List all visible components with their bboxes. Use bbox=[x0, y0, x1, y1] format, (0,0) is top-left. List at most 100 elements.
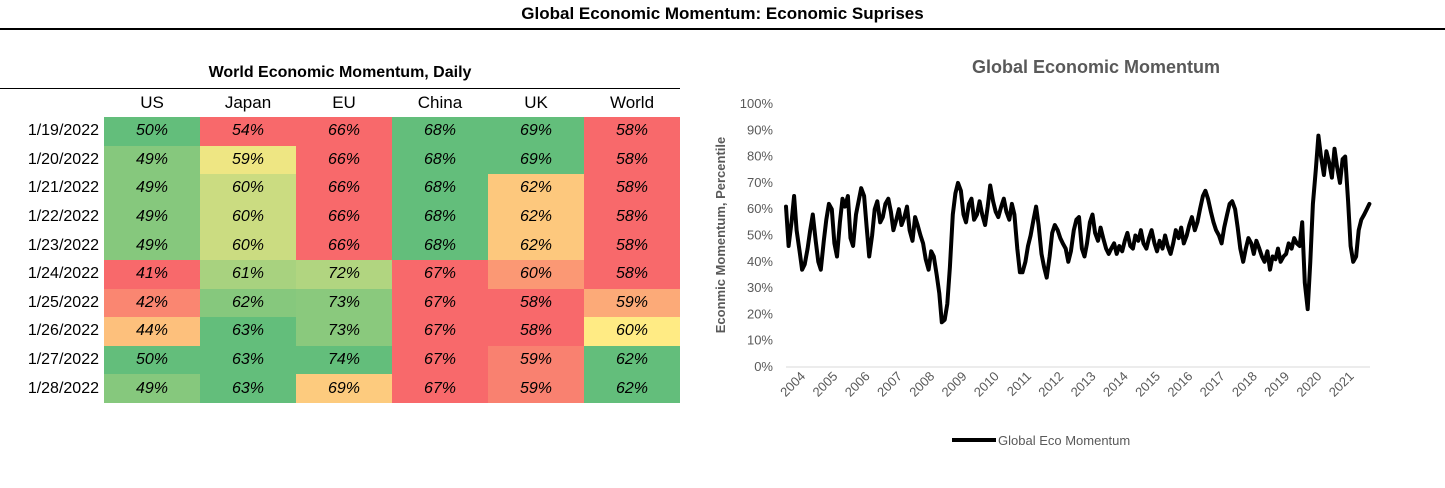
x-tick-label: 2004 bbox=[777, 369, 808, 400]
heatmap-cell-china: 68% bbox=[392, 174, 488, 203]
heatmap-cell-world: 58% bbox=[584, 145, 680, 175]
table-row: 1/23/2022 49% 60% 66% 68% 62% 58% bbox=[0, 231, 680, 260]
row-date: 1/28/2022 bbox=[27, 379, 99, 397]
row-date: 1/20/2022 bbox=[27, 150, 99, 168]
x-tick-label: 2015 bbox=[1132, 369, 1163, 400]
heatmap-cell-eu: 66% bbox=[296, 231, 392, 260]
table-title-divider bbox=[0, 88, 680, 89]
table-header-row: US Japan EU China UK World bbox=[0, 89, 680, 117]
row-date: 1/23/2022 bbox=[27, 236, 99, 254]
heatmap-cell-uk: 62% bbox=[488, 174, 584, 203]
heatmap-cell-us: 49% bbox=[104, 145, 200, 175]
heatmap-cell-uk: 62% bbox=[488, 231, 584, 260]
heatmap-cell-japan: 60% bbox=[200, 202, 296, 232]
y-tick-label: 100% bbox=[740, 96, 774, 111]
row-date: 1/27/2022 bbox=[27, 351, 99, 369]
table-row: 1/22/2022 49% 60% 66% 68% 62% 58% bbox=[0, 202, 680, 232]
title-divider bbox=[0, 28, 1445, 30]
x-tick-label: 2011 bbox=[1004, 369, 1034, 399]
row-date: 1/21/2022 bbox=[27, 179, 99, 197]
heatmap-cell-us: 42% bbox=[104, 288, 200, 318]
x-tick-label: 2012 bbox=[1035, 369, 1066, 400]
heatmap-cell-china: 67% bbox=[392, 259, 488, 289]
x-tick-label: 2014 bbox=[1100, 369, 1131, 400]
heatmap-cell-china: 68% bbox=[392, 231, 488, 260]
table-title: World Economic Momentum, Daily bbox=[208, 64, 472, 81]
x-tick-label: 2013 bbox=[1068, 369, 1099, 400]
heatmap-cell-eu: 72% bbox=[296, 259, 392, 289]
legend-label: Global Eco Momentum bbox=[998, 433, 1130, 448]
table-row: 1/26/2022 44% 63% 73% 67% 58% 60% bbox=[0, 317, 680, 346]
y-tick-label: 80% bbox=[747, 149, 773, 164]
y-tick-label: 70% bbox=[747, 175, 773, 190]
page-title: Global Economic Momentum: Economic Supri… bbox=[521, 4, 924, 23]
heatmap-cell-eu: 66% bbox=[296, 145, 392, 175]
y-tick-label: 90% bbox=[747, 122, 773, 137]
table-row: 1/28/2022 49% 63% 69% 67% 59% 62% bbox=[0, 374, 680, 403]
x-tick-label: 2006 bbox=[842, 369, 873, 400]
heatmap-cell-world: 60% bbox=[584, 317, 680, 346]
x-axis: 2004 2005 2006 2007 2008 2009 2010 2011 2012 2013… bbox=[777, 369, 1357, 400]
column-header-china: China bbox=[417, 93, 463, 112]
heatmap-cell-us: 50% bbox=[104, 117, 200, 146]
heatmap-cell-china: 67% bbox=[392, 345, 488, 375]
heatmap-cell-china: 68% bbox=[392, 202, 488, 232]
x-tick-label: 2008 bbox=[906, 369, 937, 400]
table-row: 1/27/2022 50% 63% 74% 67% 59% 62% bbox=[0, 345, 680, 375]
heatmap-cell-us: 41% bbox=[104, 259, 200, 289]
x-tick-label: 2017 bbox=[1197, 369, 1228, 400]
x-tick-label: 2009 bbox=[939, 369, 970, 400]
heatmap-cell-japan: 60% bbox=[200, 231, 296, 260]
heatmap-cell-japan: 63% bbox=[200, 374, 296, 403]
series-group bbox=[784, 133, 1372, 325]
chart-legend: Global Eco Momentum bbox=[952, 433, 1130, 448]
row-date: 1/26/2022 bbox=[27, 322, 99, 340]
row-date: 1/24/2022 bbox=[27, 265, 99, 283]
heatmap-cell-us: 49% bbox=[104, 374, 200, 403]
heatmap-cell-eu: 66% bbox=[296, 202, 392, 232]
heatmap-cell-uk: 59% bbox=[488, 345, 584, 375]
heatmap-cell-uk: 58% bbox=[488, 317, 584, 346]
heatmap-cell-china: 67% bbox=[392, 374, 488, 403]
table-header-date bbox=[0, 89, 104, 117]
heatmap-cell-world: 58% bbox=[584, 117, 680, 146]
heatmap-cell-us: 49% bbox=[104, 174, 200, 203]
heatmap-cell-uk: 59% bbox=[488, 374, 584, 403]
y-tick-label: 20% bbox=[747, 306, 773, 321]
heatmap-cell-us: 44% bbox=[104, 317, 200, 346]
table-row: 1/21/2022 49% 60% 66% 68% 62% 58% bbox=[0, 174, 680, 203]
x-tick-label: 2016 bbox=[1164, 369, 1195, 400]
table-row: 1/19/2022 50% 54% 66% 68% 69% 58% bbox=[0, 117, 680, 146]
heatmap-cell-us: 49% bbox=[104, 202, 200, 232]
y-axis: 0% 10% 20% 30% 40% 50% 60% 70% 80% 90% 100% bbox=[740, 96, 774, 374]
x-tick-label: 2010 bbox=[971, 369, 1002, 400]
row-date: 1/25/2022 bbox=[27, 293, 99, 311]
column-header-world: World bbox=[609, 93, 655, 112]
heatmap-cell-uk: 58% bbox=[488, 288, 584, 318]
x-tick-label: 2019 bbox=[1261, 369, 1292, 400]
row-date: 1/19/2022 bbox=[27, 122, 99, 140]
heatmap-cell-japan: 61% bbox=[200, 259, 296, 289]
heatmap-cell-eu: 73% bbox=[296, 288, 392, 318]
heatmap-cell-eu: 66% bbox=[296, 117, 392, 146]
y-tick-label: 40% bbox=[747, 254, 773, 269]
x-tick-label: 2018 bbox=[1229, 369, 1260, 400]
heatmap-cell-japan: 60% bbox=[200, 174, 296, 203]
heatmap-cell-world: 58% bbox=[584, 202, 680, 232]
y-tick-label: 30% bbox=[747, 280, 773, 295]
y-tick-label: 10% bbox=[747, 333, 773, 348]
column-header-uk: UK bbox=[524, 93, 548, 112]
column-header-japan: Japan bbox=[224, 93, 272, 112]
heatmap-cell-eu: 73% bbox=[296, 317, 392, 346]
heatmap-cell-eu: 69% bbox=[296, 374, 392, 403]
heatmap-cell-japan: 54% bbox=[200, 117, 296, 146]
heatmap-cell-world: 58% bbox=[584, 174, 680, 203]
heatmap-cell-world: 59% bbox=[584, 288, 680, 318]
heatmap-cell-japan: 63% bbox=[200, 345, 296, 375]
heatmap-cell-china: 68% bbox=[392, 117, 488, 146]
column-header-us: US bbox=[140, 93, 164, 112]
table-row: 1/20/2022 49% 59% 66% 68% 69% 58% bbox=[0, 145, 680, 175]
x-tick-label: 2007 bbox=[874, 369, 905, 400]
y-tick-label: 50% bbox=[747, 228, 773, 243]
heatmap-cell-eu: 66% bbox=[296, 174, 392, 203]
